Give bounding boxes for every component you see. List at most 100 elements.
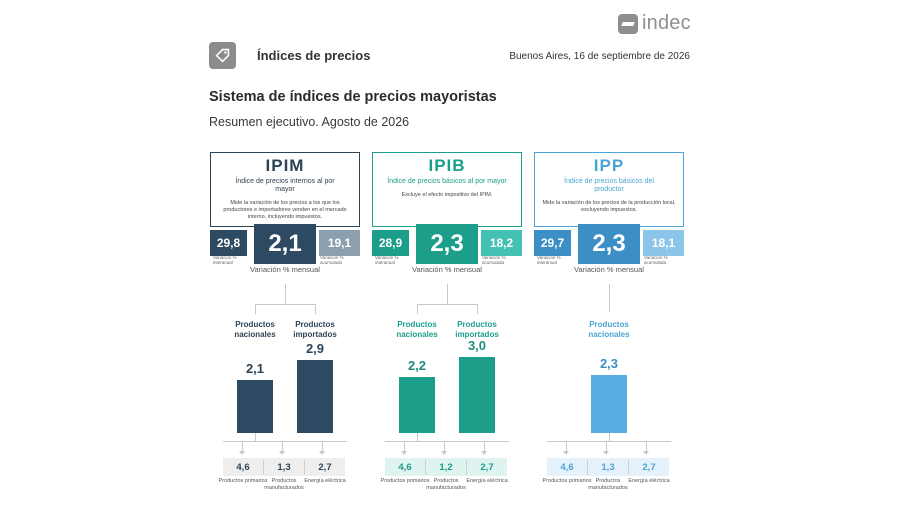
product-label: Productos importados [293,320,337,339]
breakdown-label: Productos manufacturados [588,478,628,491]
interannual-label: Variación % interanual [537,255,561,265]
monthly-value: 2,1 [254,224,316,264]
index-long-name: Índice de precios básicos al por mayor [387,178,507,185]
index-header-box: IPIB Índice de precios básicos al por may… [372,152,522,227]
breakdown-separator [304,459,305,475]
interannual-label: Variación % interanual [213,255,237,265]
connector-line [417,433,418,441]
index-header-box: IPP Índice de precios básicos del product… [534,152,684,227]
panel-ipib: IPIB Índice de precios básicos al por may… [372,152,522,497]
product-value: 2,1 [245,360,265,376]
index-long-name: Índice de precios internos al por mayor [235,178,335,193]
accumulated-label: Variación % acumulada [320,255,344,265]
breakdown-separator [628,459,629,475]
breakdown-value: 2,7 [467,458,507,476]
breakdown-value: 4,6 [223,458,263,476]
page-title: Sistema de índices de precios mayoristas [209,89,497,105]
section-title: Índices de precios [257,48,371,63]
index-description: Excluye el efecto impositivo del IPIM. [401,192,493,198]
connector-line [646,441,647,451]
interannual-label: Variación % interanual [375,255,399,265]
accumulated-value: 18,2 [481,230,522,256]
arrow-down-icon [319,451,325,455]
breakdown-separator [587,459,588,475]
connector-line [255,304,316,305]
monthly-value: 2,3 [578,224,640,264]
interannual-value: 29,8 [210,230,247,256]
connector-line [385,441,509,442]
breakdown-separator [263,459,264,475]
connector-line [285,284,286,304]
connector-line [484,441,485,451]
product-label: Productos nacionales [396,320,438,339]
accumulated-label: Variación % acumulada [482,255,506,265]
accumulated-label: Variación % acumulada [644,255,668,265]
index-name: IPP [593,156,625,175]
index-description: Mide la variación de los precios a los q… [223,200,347,220]
arrow-down-icon [643,451,649,455]
breakdown-label: Productos primarios [218,478,268,484]
product-bar [237,379,273,433]
connector-line [242,441,243,451]
interannual-value: 29,7 [534,230,571,256]
index-long-name: Índice de precios básicos del productor [564,178,654,193]
product-label: Productos importados [455,320,499,339]
connector-line [477,304,478,314]
product-label: Productos nacionales [234,320,276,339]
product-bar [297,359,333,433]
product-label: Productos nacionales [588,320,630,339]
arrow-down-icon [441,451,447,455]
connector-line [282,441,283,451]
connector-line [404,441,405,451]
interannual-value: 28,9 [372,230,409,256]
connector-line [566,441,567,451]
monthly-label: Variación % mensual [250,265,320,274]
page-subtitle: Resumen ejecutivo. Agosto de 2026 [209,115,410,129]
breakdown-label: Productos manufacturados [426,478,466,491]
connector-line [417,304,418,314]
indec-logo: indec [618,12,691,35]
connector-line [609,284,610,312]
connector-line [255,433,256,441]
product-value: 3,0 [467,338,487,353]
product-value: 2,9 [305,340,325,356]
panel-ipp: IPP Índice de precios básicos del product… [534,152,684,497]
arrow-down-icon [603,451,609,455]
breakdown-label: Productos manufacturados [264,478,304,491]
product-value: 2,2 [407,358,427,374]
breakdown-label: Productos primarios [542,478,592,484]
arrow-down-icon [481,451,487,455]
product-bar [399,377,435,433]
breakdown-value: 4,6 [385,458,425,476]
breakdown-separator [466,459,467,475]
breakdown-value: 2,7 [629,458,669,476]
accumulated-value: 19,1 [319,230,360,256]
connector-line [609,433,610,441]
connector-line [444,441,445,451]
index-name: IPIM [265,156,305,175]
monthly-label: Variación % mensual [574,265,644,274]
breakdown-value: 2,7 [305,458,345,476]
connector-line [606,441,607,451]
breakdown-label: Energía eléctrica [466,478,508,484]
price-tag-icon [209,42,236,69]
breakdown-separator [425,459,426,475]
indec-logo-icon [618,13,638,34]
connector-line [315,304,316,314]
accumulated-value: 18,1 [643,230,684,256]
connector-line [255,304,256,314]
arrow-down-icon [401,451,407,455]
monthly-label: Variación % mensual [412,265,482,274]
connector-line [417,304,478,305]
breakdown-value: 1,2 [426,458,466,476]
panel-ipim: IPIM Índice de precios internos al por ma… [210,152,360,497]
monthly-value: 2,3 [416,224,478,264]
publication-date: Buenos Aires, 16 de septiembre de 2026 [509,51,690,62]
breakdown-label: Productos primarios [380,478,430,484]
arrow-down-icon [239,451,245,455]
indec-logo-text: indec [642,12,691,34]
arrow-down-icon [563,451,569,455]
arrow-down-icon [279,451,285,455]
connector-line [223,441,347,442]
connector-line [547,441,671,442]
